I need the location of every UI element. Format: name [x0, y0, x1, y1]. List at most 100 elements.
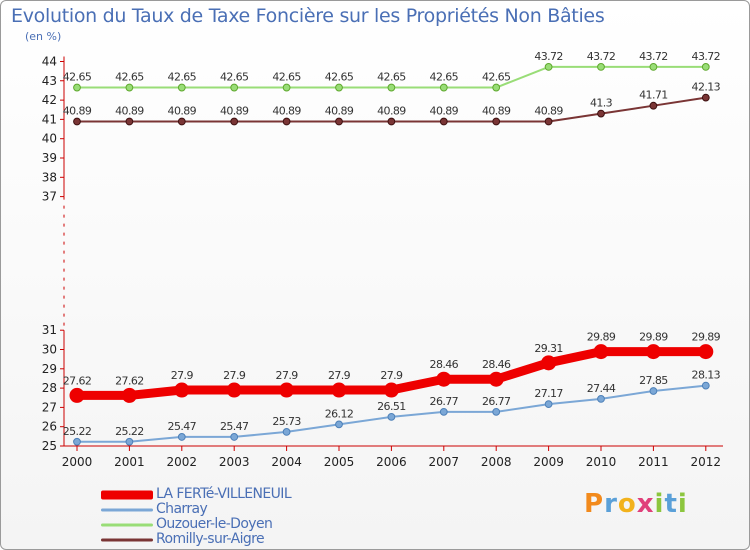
data-label: 29.31: [534, 342, 563, 355]
data-label: 40.89: [115, 105, 144, 118]
data-label: 25.47: [168, 420, 197, 433]
brand-letter: r: [604, 489, 618, 519]
x-tick-label: 2006: [376, 455, 407, 469]
data-point: [125, 117, 134, 126]
data-label: 29.89: [587, 331, 616, 344]
data-label: 27.9: [276, 369, 299, 382]
data-point: [335, 83, 343, 92]
data-label: 42.65: [220, 71, 249, 84]
data-label: 27.9: [223, 369, 246, 382]
data-point: [174, 382, 190, 398]
data-point: [701, 93, 710, 102]
y-tick-label: 26: [42, 420, 57, 434]
data-point: [177, 433, 186, 441]
data-point: [492, 83, 501, 92]
data-point: [597, 63, 605, 71]
data-point: [387, 412, 396, 421]
brand-letter: i: [677, 489, 688, 519]
data-point: [282, 428, 291, 436]
data-point: [597, 109, 605, 118]
x-tick-label: 2009: [533, 455, 564, 469]
x-tick-label: 2000: [62, 455, 93, 469]
x-tick-label: 2008: [481, 455, 512, 469]
x-tick-label: 2011: [638, 455, 669, 469]
legend-label: Ouzouer-le-Doyen: [156, 516, 273, 532]
data-label: 25.47: [220, 420, 249, 433]
data-point: [230, 117, 239, 126]
data-point: [439, 83, 448, 92]
data-label: 40.89: [377, 105, 406, 118]
legend: LA FERTé-VILLENEUIL Charray Ouzouer-le-D…: [101, 486, 361, 547]
y-tick-label: 29: [42, 362, 57, 376]
legend-swatch: [101, 538, 153, 541]
data-point: [73, 83, 81, 92]
series-layer: [69, 63, 714, 446]
brand-letter: P: [584, 489, 605, 519]
brand-letter: t: [664, 489, 678, 519]
data-label: 42.65: [272, 71, 301, 84]
data-label: 42.13: [692, 81, 721, 94]
data-point: [492, 407, 501, 416]
x-tick-label: 2007: [429, 455, 460, 469]
data-label: 29.89: [639, 331, 668, 344]
data-point: [597, 395, 605, 403]
data-label: 43.72: [639, 50, 668, 63]
data-label: 26.77: [482, 395, 511, 408]
data-point: [541, 355, 557, 371]
data-label: 27.9: [171, 369, 194, 382]
data-point: [282, 83, 291, 92]
legend-item: Charray: [101, 501, 361, 517]
data-point: [698, 344, 714, 360]
data-label: 25.22: [115, 425, 144, 438]
data-label: 29.89: [692, 331, 721, 344]
y-tick-label: 28: [42, 381, 57, 395]
y-tick-label: 44: [42, 55, 57, 69]
data-point: [73, 117, 81, 126]
data-label: 42.65: [430, 71, 459, 84]
data-point: [73, 437, 81, 446]
data-label: 28.13: [692, 369, 721, 382]
data-point: [177, 83, 186, 92]
data-label: 41.71: [639, 89, 668, 102]
data-point: [177, 117, 186, 126]
data-labels: 25.22 25.22 25.47 25.47 25.73 26.12 26.51 26.77…: [63, 50, 721, 438]
data-point: [226, 382, 242, 398]
y-tick-label: 38: [42, 170, 57, 184]
legend-item: Ouzouer-le-Doyen: [101, 516, 361, 532]
axes: 25 26 27 28 29 30 31 37 38 39 40 41 42 43 44 2000 2001 20…: [42, 55, 723, 469]
data-point: [121, 387, 137, 403]
y-tick-label: 31: [42, 323, 57, 337]
data-point: [387, 117, 396, 126]
legend-label: Charray: [156, 501, 208, 517]
data-point: [701, 63, 710, 71]
brand-letter: x: [636, 489, 655, 519]
legend-swatch: [101, 508, 153, 511]
legend-swatch: [101, 523, 153, 526]
y-tick-label: 40: [42, 132, 57, 146]
data-label: 40.89: [168, 105, 197, 118]
data-label: 27.9: [328, 369, 351, 382]
data-label: 42.65: [325, 71, 354, 84]
data-label: 27.62: [115, 374, 144, 387]
data-label: 43.72: [692, 50, 721, 63]
y-tick-label: 43: [42, 74, 57, 88]
data-point: [387, 83, 396, 92]
brand-letter: o: [617, 489, 637, 519]
data-label: 28.46: [430, 358, 459, 371]
y-tick-label: 41: [42, 112, 57, 126]
data-point: [331, 382, 347, 398]
data-label: 26.77: [430, 395, 459, 408]
data-point: [649, 101, 658, 110]
data-label: 42.65: [377, 71, 406, 84]
x-tick-label: 2003: [219, 455, 250, 469]
data-point: [593, 344, 609, 360]
x-tick-label: 2002: [167, 455, 198, 469]
data-point: [439, 407, 448, 416]
x-tick-label: 2010: [586, 455, 617, 469]
data-label: 41.3: [590, 97, 613, 110]
data-label: 40.89: [63, 105, 92, 118]
data-point: [230, 83, 239, 92]
data-point: [439, 117, 448, 126]
data-label: 27.85: [639, 374, 668, 387]
